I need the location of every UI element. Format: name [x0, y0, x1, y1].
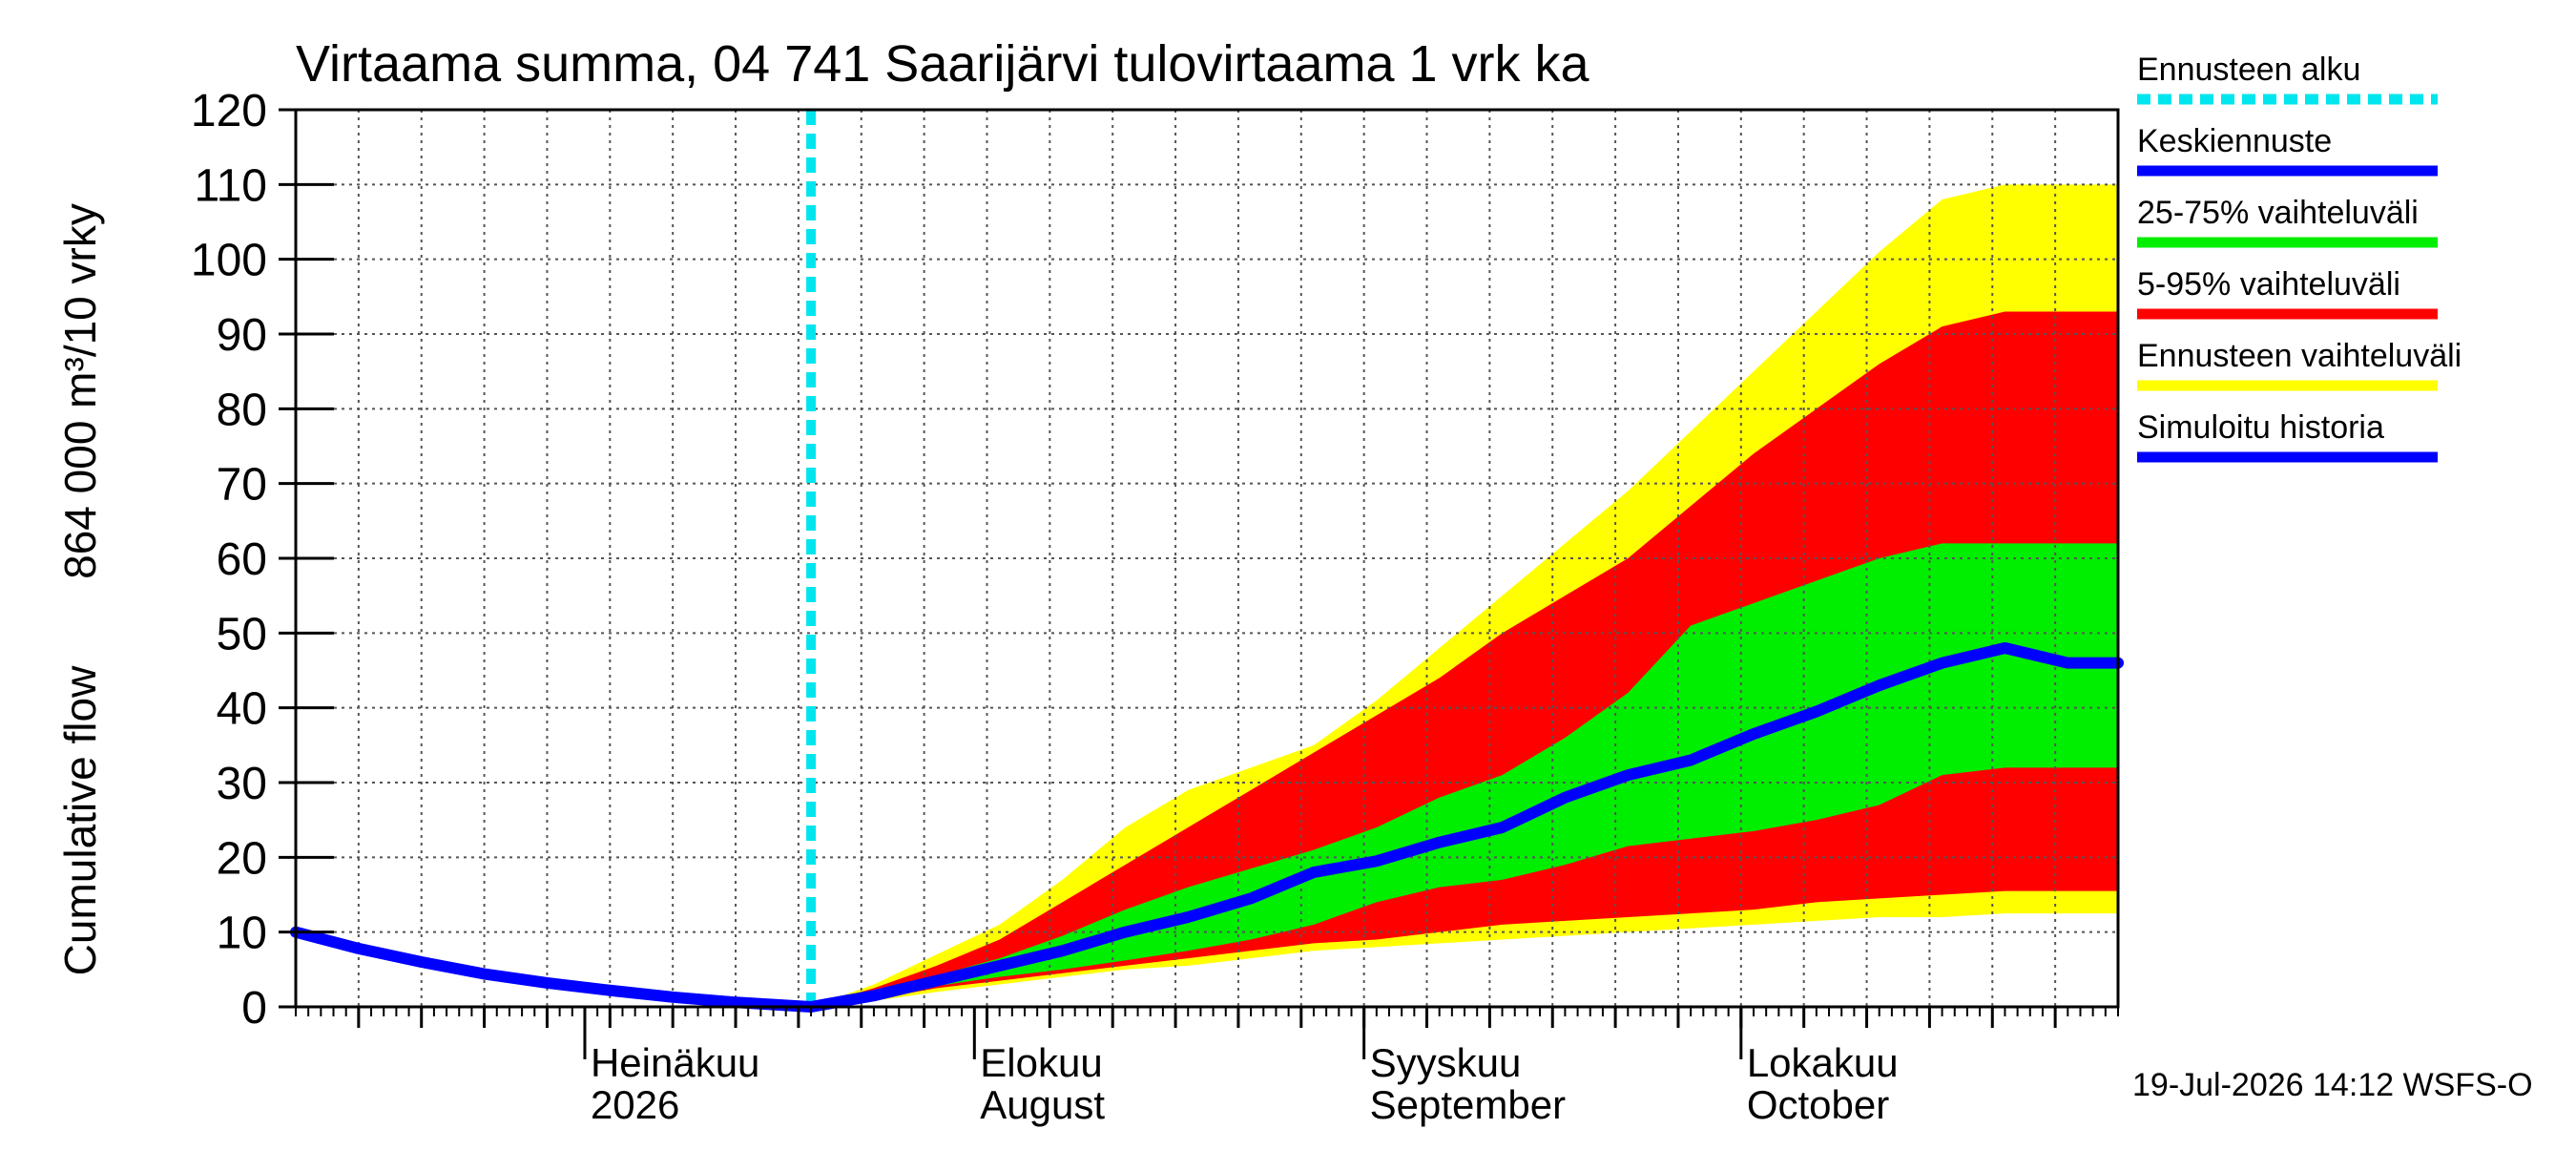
y-tick-label: 20	[217, 833, 267, 884]
y-tick-label: 30	[217, 759, 267, 809]
y-tick-label: 100	[191, 236, 267, 286]
legend-label: Ennusteen vaihteluväli	[2137, 338, 2462, 374]
x-month-label: Heinäkuu	[591, 1040, 759, 1085]
y-tick-label: 10	[217, 909, 267, 959]
legend-label: Ennusteen alku	[2137, 52, 2360, 88]
x-month-sublabel: August	[980, 1082, 1105, 1127]
x-month-sublabel: September	[1370, 1082, 1566, 1127]
grid-lines	[296, 110, 2118, 1007]
legend-label: 25-75% vaihteluväli	[2137, 195, 2419, 231]
legend: Ennusteen alku Keskiennuste 25-75% vaihtel…	[2137, 52, 2462, 463]
y-tick-label: 80	[217, 385, 267, 435]
x-month-label: Syyskuu	[1370, 1040, 1522, 1085]
history-line	[290, 926, 818, 1013]
y-tick-label: 90	[217, 310, 267, 361]
footer-timestamp: 19-Jul-2026 14:12 WSFS-O	[2132, 1067, 2533, 1103]
y-tick-label: 60	[217, 534, 267, 585]
band-5-95-area	[811, 311, 2118, 1007]
legend-label: Simuloitu historia	[2137, 409, 2384, 446]
legend-label: Keskiennuste	[2137, 123, 2332, 159]
legend-label: 5-95% vaihteluväli	[2137, 266, 2400, 303]
median-line	[805, 642, 2124, 1013]
series-lines	[290, 110, 2124, 1013]
band-25-75-area	[811, 543, 2118, 1007]
y-tick-label: 70	[217, 460, 267, 511]
chart-title: Virtaama summa, 04 741 Saarijärvi tulovi…	[296, 35, 1590, 93]
x-month-sublabel: 2026	[591, 1082, 679, 1127]
x-month-sublabel: October	[1747, 1082, 1889, 1127]
x-month-label: Elokuu	[980, 1040, 1102, 1085]
y-tick-label: 50	[217, 609, 267, 659]
y-tick-label: 0	[241, 983, 267, 1034]
y-tick-label: 40	[217, 684, 267, 735]
y-axis-ticks: 0 10 20 30 40 50 60 70 80 90 100 110 120	[191, 86, 334, 1034]
y-tick-label: 110	[194, 160, 267, 211]
y-axis-label-top: 864 000 m³/10 vrky	[55, 203, 105, 579]
forecast-bands	[811, 184, 2118, 1008]
x-month-label: Lokakuu	[1747, 1040, 1899, 1085]
y-axis-label-bottom: Cumulative flow	[55, 665, 105, 975]
y-tick-label: 120	[191, 86, 267, 136]
